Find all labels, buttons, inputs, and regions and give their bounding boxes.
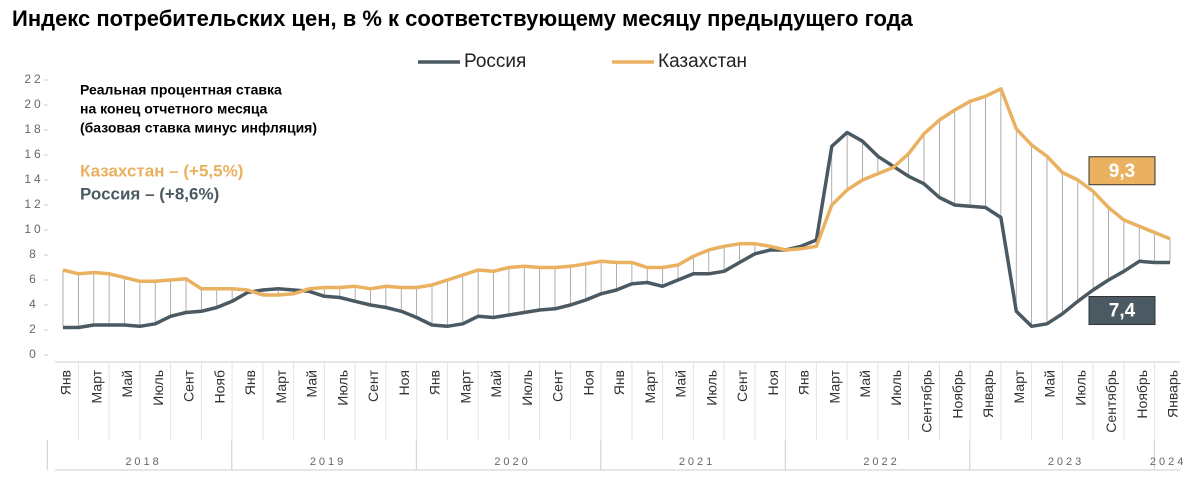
x-tick-label: Июль [1072, 370, 1088, 406]
x-tick-label: Янв [242, 370, 258, 395]
x-tick-label: Сент [365, 369, 381, 402]
year-label: 2022 [863, 456, 899, 468]
x-tick-label: Сент [550, 369, 566, 402]
y-tick-label: 14 [24, 172, 43, 186]
year-label: 2023 [1048, 456, 1084, 468]
note-line: Реальная процентная ставка [80, 82, 282, 98]
note-line: на конец отчетного месяца [80, 101, 268, 117]
y-tick-label: 6 [29, 272, 39, 286]
x-tick-label: Январь [980, 370, 996, 418]
x-tick-label: Нояб [211, 370, 227, 404]
year-label: 2018 [125, 456, 161, 468]
x-tick-label: Март [88, 369, 104, 403]
x-tick-label: Янв [427, 370, 443, 395]
legend-label: Россия [464, 51, 526, 72]
y-tick-label: 12 [24, 197, 43, 211]
x-tick-label: Май [857, 370, 873, 397]
x-tick-label: Май [304, 370, 320, 397]
value-label-box [1088, 156, 1156, 186]
value-label: 9,3 [1109, 161, 1135, 182]
x-tick-label: Сент [734, 369, 750, 402]
x-tick-label: Июль [150, 370, 166, 406]
x-tick-label: Ноя [396, 370, 412, 395]
y-tick-label: 20 [24, 97, 43, 111]
x-tick-label: Янв [58, 370, 74, 395]
note-kazakhstan: Казахстан – (+5,5%) [80, 161, 243, 180]
value-label: 7,4 [1109, 301, 1136, 322]
y-tick-label: 8 [29, 247, 39, 261]
y-tick-label: 22 [24, 72, 43, 86]
year-label: 2020 [494, 456, 530, 468]
x-tick-label: Март [826, 369, 842, 403]
year-label: 2019 [310, 456, 346, 468]
x-tick-label: Сентябрь [1103, 370, 1119, 433]
y-tick-label: 0 [29, 347, 39, 361]
note-russia: Россия – (+8,6%) [80, 184, 219, 203]
x-tick-label: Ноябрь [949, 370, 965, 419]
x-tick-label: Янв [611, 370, 627, 395]
y-tick-label: 18 [24, 122, 43, 136]
y-tick-label: 10 [24, 222, 43, 236]
x-tick-label: Май [673, 370, 689, 397]
x-tick-label: Июль [888, 370, 904, 406]
x-tick-label: Сент [181, 369, 197, 402]
y-tick-label: 16 [24, 147, 43, 161]
x-tick-label: Ноя [580, 370, 596, 395]
year-label: 2024 [1150, 456, 1186, 468]
x-tick-label: Сентябрь [919, 370, 935, 433]
x-tick-label: Июль [703, 370, 719, 406]
series-line [62, 87, 1171, 297]
x-tick-label: Март [273, 369, 289, 403]
x-tick-label: Май [488, 370, 504, 397]
note-line: (базовая ставка минус инфляция) [80, 120, 317, 136]
x-tick-label: Июль [519, 370, 535, 406]
x-tick-label: Май [119, 370, 135, 397]
x-tick-label: Ноябрь [1134, 370, 1150, 419]
value-label-box [1088, 296, 1156, 325]
x-tick-label: Март [642, 369, 658, 403]
x-tick-label: Март [1011, 369, 1027, 403]
x-tick-label: Март [457, 369, 473, 403]
y-tick-label: 4 [29, 297, 39, 311]
x-tick-label: Янв [796, 370, 812, 395]
legend-label: Казахстан [658, 51, 747, 72]
x-tick-label: Январь [1165, 370, 1181, 418]
chart-title: Индекс потребительских цен, в % к соотве… [12, 6, 914, 31]
series-line [63, 130, 1170, 330]
x-tick-label: Июль [334, 370, 350, 406]
x-tick-label: Ноя [765, 370, 781, 395]
x-tick-label: Май [1042, 370, 1058, 397]
year-label: 2021 [679, 456, 715, 468]
y-tick-label: 2 [29, 322, 39, 336]
